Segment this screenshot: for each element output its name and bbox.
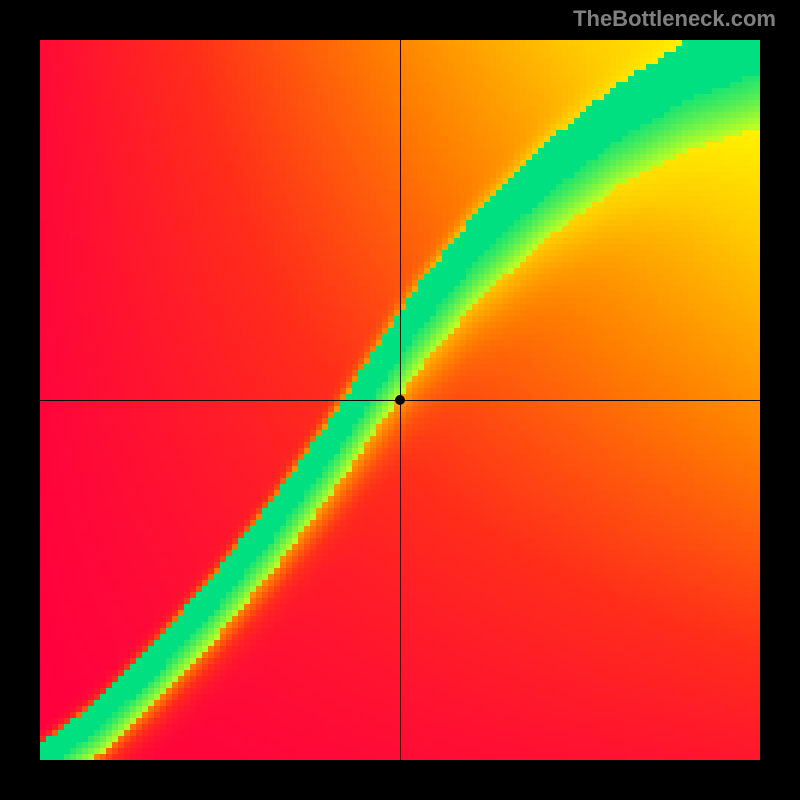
chart-frame: { "watermark": { "text": "TheBottleneck.… (0, 0, 800, 800)
crosshair-dot (395, 395, 405, 405)
heatmap-plot (40, 40, 760, 760)
watermark-text: TheBottleneck.com (573, 6, 776, 32)
